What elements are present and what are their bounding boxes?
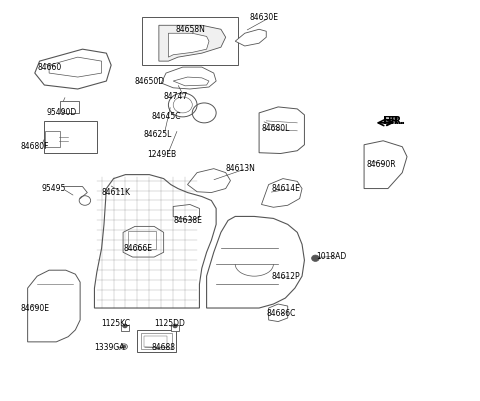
Polygon shape [49, 57, 102, 77]
Polygon shape [35, 49, 111, 89]
Bar [171, 325, 180, 331]
Bar [137, 330, 176, 352]
Bar [142, 17, 238, 65]
Bar [120, 325, 129, 331]
Text: 84680L: 84680L [262, 124, 290, 133]
Text: 1125KC: 1125KC [102, 320, 131, 328]
Text: 84645C: 84645C [152, 112, 181, 122]
Polygon shape [159, 25, 226, 61]
Polygon shape [262, 178, 302, 207]
Bar [60, 101, 79, 113]
Polygon shape [206, 217, 304, 308]
Text: 1018AD: 1018AD [316, 252, 347, 261]
Text: 84630E: 84630E [250, 13, 278, 22]
Polygon shape [269, 304, 288, 322]
Bar [144, 336, 168, 347]
Polygon shape [235, 29, 266, 46]
Polygon shape [259, 107, 304, 154]
Text: 1125DD: 1125DD [154, 320, 185, 328]
Text: 84688: 84688 [152, 343, 176, 352]
Polygon shape [173, 77, 209, 86]
Text: 1339GA: 1339GA [95, 343, 125, 352]
Polygon shape [123, 227, 164, 257]
Text: 84686C: 84686C [266, 310, 296, 318]
Text: 84660: 84660 [37, 63, 61, 72]
Text: FR.: FR. [383, 116, 404, 126]
Text: 84614E: 84614E [271, 184, 300, 193]
Polygon shape [364, 141, 407, 188]
Polygon shape [44, 121, 97, 153]
Polygon shape [168, 33, 209, 57]
Text: 84658N: 84658N [176, 25, 205, 34]
Text: 84690E: 84690E [21, 304, 49, 312]
Circle shape [312, 255, 319, 261]
Bar [141, 333, 172, 349]
Text: 84690R: 84690R [366, 160, 396, 169]
Text: FR.: FR. [387, 116, 405, 126]
Polygon shape [188, 169, 230, 192]
Text: 1249EB: 1249EB [147, 150, 176, 159]
Bar [128, 231, 156, 249]
Polygon shape [161, 67, 216, 89]
Circle shape [122, 345, 125, 348]
Polygon shape [28, 270, 80, 342]
Text: 84625L: 84625L [144, 130, 172, 139]
Text: 95490D: 95490D [47, 108, 77, 117]
Text: 84666E: 84666E [123, 244, 152, 253]
Circle shape [173, 324, 177, 328]
Text: 84680F: 84680F [21, 142, 49, 151]
Text: 84612P: 84612P [271, 271, 300, 281]
Bar [45, 131, 60, 147]
Text: 84613N: 84613N [226, 164, 255, 173]
Text: 84638E: 84638E [173, 216, 202, 225]
Text: 84650D: 84650D [134, 77, 164, 85]
Text: 95495: 95495 [42, 184, 66, 193]
Text: 84747: 84747 [164, 93, 188, 101]
Text: 84611K: 84611K [102, 188, 131, 197]
Polygon shape [95, 174, 216, 308]
Polygon shape [173, 205, 199, 221]
Circle shape [123, 324, 127, 328]
